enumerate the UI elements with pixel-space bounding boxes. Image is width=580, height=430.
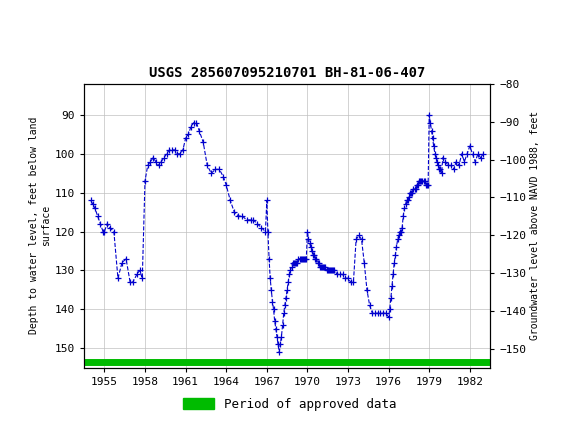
Y-axis label: Groundwater level above NAVD 1988, feet: Groundwater level above NAVD 1988, feet xyxy=(530,111,541,340)
Title: USGS 285607095210701 BH-81-06-407: USGS 285607095210701 BH-81-06-407 xyxy=(149,66,425,80)
Text: USGS: USGS xyxy=(44,16,99,34)
Y-axis label: Depth to water level, feet below land
surface: Depth to water level, feet below land su… xyxy=(29,117,50,335)
Legend: Period of approved data: Period of approved data xyxy=(178,393,402,416)
